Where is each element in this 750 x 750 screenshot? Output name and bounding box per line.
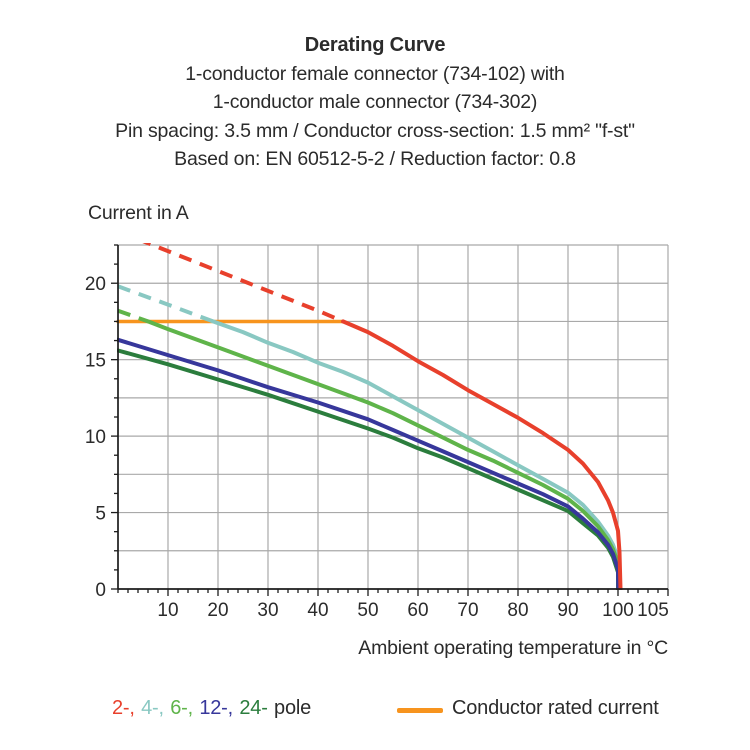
series-4-pole-solid bbox=[211, 319, 621, 590]
series-2-pole-solid bbox=[341, 319, 623, 590]
title-subline-2: 1-conductor male connector (734-302) bbox=[212, 91, 538, 113]
series-12-pole-solid bbox=[117, 337, 621, 590]
title-subline-4: Based on: EN 60512-5-2 / Reduction facto… bbox=[174, 148, 576, 170]
legend: 2-, 4-, 6-, 12-, 24- pole Conductor rate… bbox=[0, 695, 750, 725]
x-tick-label: 20 bbox=[207, 600, 228, 621]
legend-pole-item: pole bbox=[274, 697, 312, 719]
legend-pole-item: 12-, bbox=[199, 697, 233, 719]
series-4-pole bbox=[117, 284, 621, 590]
y-tick-label: 5 bbox=[95, 504, 106, 525]
x-axis-title: Ambient operating temperature in °C bbox=[358, 637, 668, 659]
title-subline-3: Pin spacing: 3.5 mm / Conductor cross-se… bbox=[115, 119, 635, 142]
series-6-pole-solid bbox=[146, 319, 621, 590]
grid bbox=[118, 244, 669, 589]
x-tick-label: 60 bbox=[407, 600, 428, 621]
legend-rated-label: Conductor rated current bbox=[452, 697, 659, 719]
x-tick-label: 90 bbox=[557, 600, 578, 621]
page-title: Derating Curve bbox=[304, 34, 446, 56]
y-tick-label: 20 bbox=[85, 274, 106, 295]
x-tick-label: 50 bbox=[357, 600, 378, 621]
series-2-pole-dashed bbox=[142, 243, 344, 324]
series-12-pole bbox=[117, 337, 621, 590]
title-subline-1: 1-conductor female connector (734-102) w… bbox=[185, 62, 565, 85]
x-tick-label: 30 bbox=[257, 600, 278, 621]
series-6-pole bbox=[117, 308, 621, 590]
x-tick-label: 100 bbox=[602, 600, 634, 621]
legend-pole-item: 6-, bbox=[170, 697, 193, 719]
series-2-pole bbox=[142, 243, 623, 590]
legend-pole-item: 2-, bbox=[112, 697, 135, 719]
x-tick-label: 40 bbox=[307, 600, 328, 621]
legend-pole-item: 24- bbox=[239, 697, 268, 719]
chart-title-block: Derating Curve 1-conductor female connec… bbox=[0, 31, 750, 174]
x-tick-label: 80 bbox=[507, 600, 528, 621]
series-4-pole-dashed bbox=[117, 284, 214, 324]
legend-pole-item: 4-, bbox=[141, 697, 164, 719]
tick-labels: 10 20 30 40 50 60 70 80 90 100 105 0 5 10 15 20 bbox=[85, 274, 669, 621]
y-tick-label: 0 bbox=[95, 580, 106, 601]
x-tick-label: 10 bbox=[157, 600, 178, 621]
legend-pole-list: 2-, 4-, 6-, 12-, 24- pole bbox=[112, 697, 312, 720]
y-tick-label: 15 bbox=[85, 351, 106, 372]
x-tick-label: 70 bbox=[457, 600, 478, 621]
x-tick-label: 105 bbox=[637, 600, 669, 621]
y-tick-label: 10 bbox=[85, 427, 106, 448]
axes bbox=[117, 245, 668, 590]
legend-rated-line-swatch bbox=[397, 708, 443, 713]
axis-ticks bbox=[111, 244, 669, 596]
y-axis-title: Current in A bbox=[88, 202, 189, 224]
series-6-pole-dashed bbox=[117, 308, 149, 324]
